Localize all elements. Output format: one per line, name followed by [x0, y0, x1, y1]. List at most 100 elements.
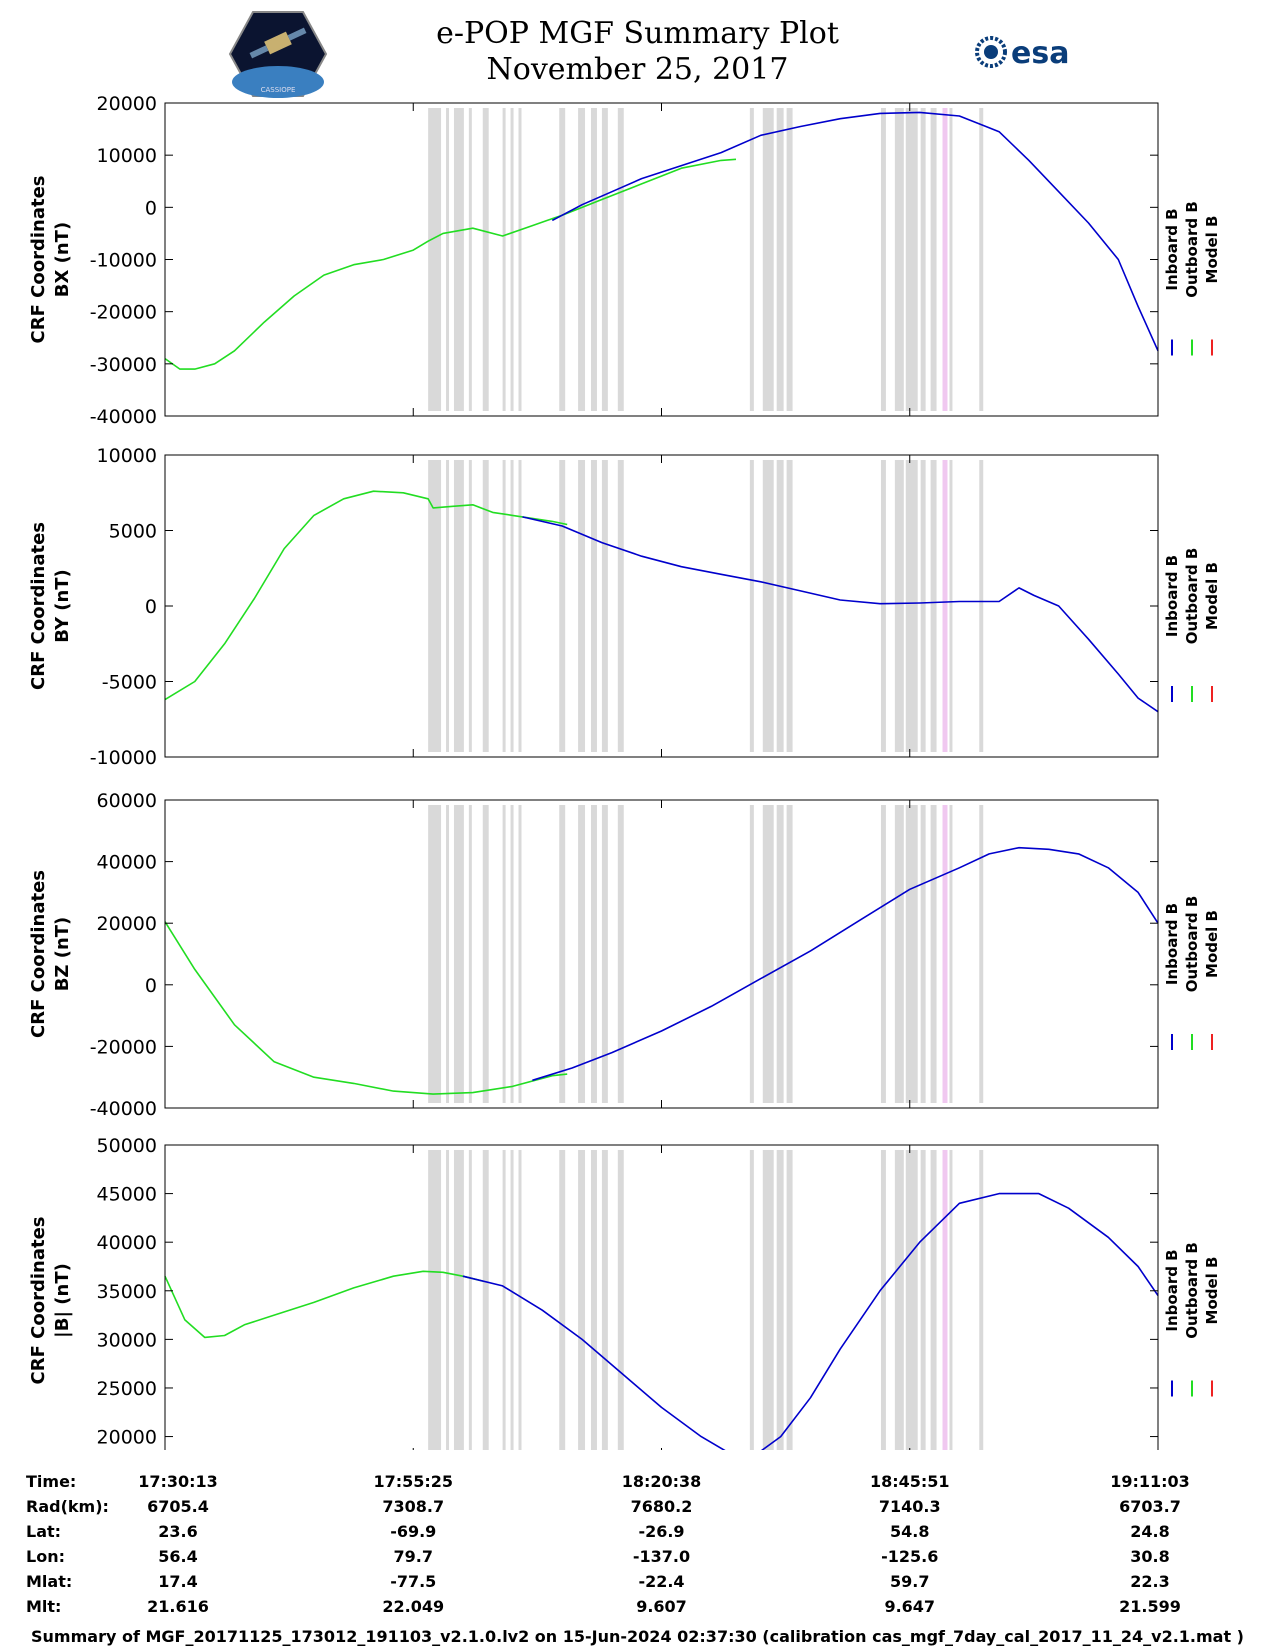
info-value: 56.4	[158, 1547, 198, 1566]
data-gap-band	[894, 1150, 903, 1450]
data-gap-band	[894, 805, 903, 1103]
data-gap-band	[899, 1150, 904, 1450]
data-gap-band	[979, 460, 984, 752]
data-gap-band	[502, 805, 506, 1103]
data-gap-band	[468, 460, 472, 752]
data-gap-band	[749, 108, 754, 411]
data-gap-band	[894, 108, 903, 411]
series-line-outboard-b	[164, 1270, 483, 1339]
data-gap-band	[468, 805, 472, 1103]
legend-entry: Inboard B	[1163, 208, 1181, 290]
info-value: 59.7	[890, 1572, 930, 1591]
series-line-inboard-b	[532, 846, 1159, 1082]
data-gap-band	[559, 460, 566, 752]
data-gap-band	[502, 108, 506, 411]
y-tick-label: 5000	[109, 521, 157, 543]
info-value: 7680.2	[630, 1497, 693, 1516]
info-label-time: Time:	[26, 1472, 77, 1491]
data-gap-band	[776, 1150, 784, 1450]
y-tick-label: 50000	[97, 1135, 157, 1157]
data-gap-band	[446, 108, 449, 411]
footer-summary: Summary of MGF_20171125_173012_191103_v2…	[31, 1627, 1244, 1646]
info-value: 6703.7	[1119, 1497, 1181, 1516]
data-gap-band	[979, 1150, 984, 1450]
data-gap-band	[428, 108, 442, 411]
data-gap-band	[786, 805, 793, 1103]
data-gap-band	[578, 805, 586, 1103]
data-gap-band	[590, 460, 597, 752]
info-value: 19:11:03	[1110, 1472, 1190, 1491]
data-gap-band	[510, 805, 514, 1103]
y-tick-label: 30000	[97, 1329, 157, 1351]
data-gap-band	[880, 460, 886, 752]
info-label-rad: Rad(km):	[26, 1497, 109, 1516]
data-gap-band	[468, 1150, 472, 1450]
data-gap-band	[559, 1150, 566, 1450]
data-gap-band	[979, 108, 984, 411]
y-tick-label: 35000	[97, 1281, 157, 1303]
data-gap-band	[510, 1150, 514, 1450]
legend-entry: Inboard B	[1163, 903, 1181, 985]
data-gap-band	[510, 460, 514, 752]
data-gap-band	[502, 460, 506, 752]
y-tick-label: 0	[145, 975, 157, 997]
data-gap-band	[762, 460, 774, 752]
y-tick-label: -30000	[90, 354, 157, 376]
data-gap-band	[905, 1150, 918, 1450]
legend-entry: Inboard B	[1163, 555, 1181, 637]
data-gap-band	[510, 108, 514, 411]
data-gap-band	[453, 1150, 464, 1450]
info-value: 79.7	[393, 1547, 433, 1566]
data-gap-band	[468, 108, 472, 411]
y-tick-label: -5000	[102, 672, 157, 694]
y-tick-label: 10000	[97, 145, 157, 167]
info-label-lat: Lat:	[26, 1522, 62, 1541]
data-gap-band	[899, 108, 904, 411]
data-gap-band	[446, 805, 449, 1103]
data-gap-band	[502, 1150, 506, 1450]
data-gap-band	[749, 805, 754, 1103]
data-gap-band	[949, 108, 953, 411]
y-tick-label: -20000	[90, 302, 157, 324]
info-value: 22.049	[382, 1597, 445, 1616]
plot-date: November 25, 2017	[486, 52, 789, 87]
series-line-outboard-b	[164, 490, 568, 701]
y-tick-label: -10000	[90, 250, 157, 272]
info-value: -125.6	[881, 1547, 939, 1566]
info-value: 9.647	[884, 1597, 936, 1616]
data-gap-band	[930, 805, 937, 1103]
y-tick-label: 40000	[97, 852, 157, 874]
info-value: 21.599	[1119, 1597, 1181, 1616]
legend-entry: Outboard B	[1183, 548, 1201, 645]
data-gap-band	[518, 460, 522, 752]
y-tick-label: 0	[145, 596, 157, 618]
data-gap-band	[428, 805, 442, 1103]
y-axis-label: CRF Coordinates	[28, 522, 49, 690]
series-line-outboard-b	[164, 921, 568, 1095]
data-gap-band	[578, 460, 586, 752]
info-value: 30.8	[1130, 1547, 1170, 1566]
data-gap-band	[617, 805, 624, 1103]
legend-entry: Outboard B	[1183, 896, 1201, 993]
series-line-inboard-b	[522, 516, 1159, 713]
y-tick-label: 20000	[97, 913, 157, 935]
data-gap-band	[930, 1150, 937, 1450]
info-label-lon: Lon:	[26, 1547, 65, 1566]
data-gap-band	[880, 1150, 886, 1450]
data-gap-band	[930, 108, 937, 411]
data-gap-band	[482, 805, 489, 1103]
esa-logo: esa	[975, 36, 1069, 71]
esa-logo-text: esa	[1011, 36, 1069, 71]
plot-frame-bg	[165, 455, 1158, 757]
data-gap-band	[762, 805, 774, 1103]
y-tick-label: 10000	[97, 445, 157, 467]
legend-entry: Outboard B	[1183, 201, 1201, 298]
data-gap-band	[776, 460, 784, 752]
legend-entry: Model B	[1203, 562, 1221, 630]
series-line-outboard-b	[164, 158, 737, 370]
data-gap-band	[446, 1150, 449, 1450]
pink-band	[942, 108, 948, 411]
series-line-inboard-b	[551, 111, 1159, 352]
legend-entry: Outboard B	[1183, 1242, 1201, 1339]
y-axis-label-unit: BZ (nT)	[52, 917, 73, 992]
